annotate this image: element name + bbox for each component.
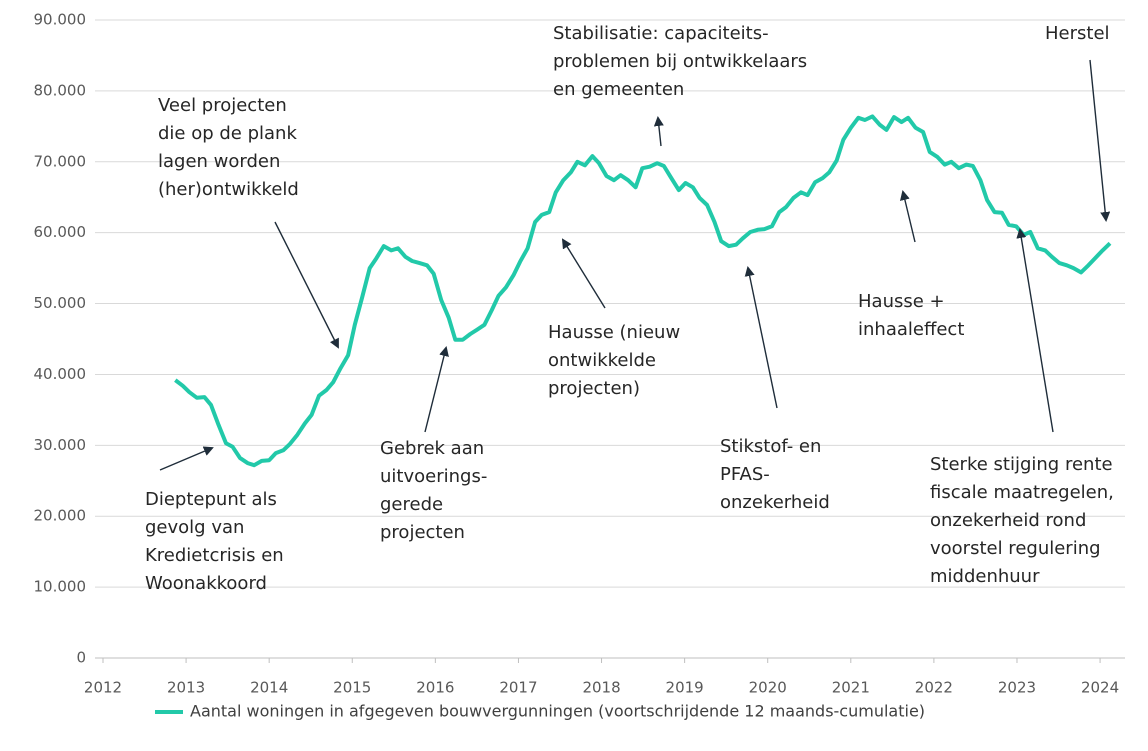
annotation: Hausse (nieuw bbox=[548, 322, 680, 343]
annotation: fiscale maatregelen, bbox=[930, 482, 1114, 503]
arrow bbox=[1016, 228, 1054, 433]
y-tick-label: 0 bbox=[76, 649, 86, 667]
data-line bbox=[174, 114, 1112, 468]
y-tick-label: 40.000 bbox=[34, 365, 87, 383]
annotation: projecten) bbox=[548, 378, 640, 399]
y-tick-label: 50.000 bbox=[34, 294, 87, 312]
x-tick-label: 2022 bbox=[915, 679, 953, 697]
annotation: ontwikkelde bbox=[548, 350, 656, 371]
annotation: gevolg van bbox=[145, 517, 244, 538]
annotation: Gebrek aan bbox=[380, 438, 484, 459]
annotation: gerede bbox=[380, 494, 443, 515]
annotation: die op de plank bbox=[158, 123, 297, 144]
arrow bbox=[900, 190, 916, 243]
legend-label: Aantal woningen in afgegeven bouwvergunn… bbox=[190, 702, 925, 721]
y-tick-label: 90.000 bbox=[34, 11, 87, 29]
annotation: Kredietcrisis en bbox=[145, 545, 284, 566]
annotation: uitvoerings- bbox=[380, 466, 487, 487]
x-tick-label: 2019 bbox=[666, 679, 704, 697]
arrow bbox=[424, 346, 449, 433]
x-tick-label: 2021 bbox=[832, 679, 870, 697]
annotation: Herstel bbox=[1045, 23, 1110, 44]
x-tick-label: 2015 bbox=[333, 679, 371, 697]
y-tick-label: 80.000 bbox=[34, 81, 87, 99]
annotation: onzekerheid rond bbox=[930, 510, 1086, 531]
annotation: Stabilisatie: capaciteits- bbox=[553, 23, 769, 44]
x-tick-label: 2013 bbox=[167, 679, 205, 697]
annotation: Hausse + bbox=[858, 291, 945, 312]
arrow bbox=[561, 238, 606, 309]
x-tick-label: 2017 bbox=[499, 679, 537, 697]
x-tick-label: 2012 bbox=[84, 679, 122, 697]
plot: 0 10.000 20.000 30.000 40.000 50.000 60.000 70.… bbox=[34, 11, 1125, 721]
annotation: Veel projecten bbox=[158, 95, 287, 116]
annotation: PFAS- bbox=[720, 464, 770, 485]
annotation: middenhuur bbox=[930, 566, 1040, 587]
annotation: (her)ontwikkeld bbox=[158, 179, 299, 200]
y-tick-label: 60.000 bbox=[34, 223, 87, 241]
arrow bbox=[274, 221, 339, 349]
arrow bbox=[1089, 59, 1111, 222]
annotation: projecten bbox=[380, 522, 465, 543]
annotation: Stikstof- en bbox=[720, 436, 821, 457]
annotation: Sterke stijging rente bbox=[930, 454, 1113, 475]
arrow bbox=[159, 446, 214, 471]
annotation: lagen worden bbox=[158, 151, 280, 172]
x-tick-label: 2016 bbox=[416, 679, 454, 697]
y-tick-label: 20.000 bbox=[34, 507, 87, 525]
annotation: en gemeenten bbox=[553, 79, 684, 100]
arrow bbox=[744, 266, 778, 409]
annotation: problemen bij ontwikkelaars bbox=[553, 51, 807, 72]
annotation: voorstel regulering bbox=[930, 538, 1101, 559]
y-tick-label: 70.000 bbox=[34, 152, 87, 170]
annotation: Woonakkoord bbox=[145, 573, 267, 594]
x-tick-label: 2024 bbox=[1081, 679, 1119, 697]
y-tick-label: 30.000 bbox=[34, 436, 87, 454]
annotation: Dieptepunt als bbox=[145, 489, 277, 510]
arrow bbox=[653, 116, 664, 147]
annotation: onzekerheid bbox=[720, 492, 830, 513]
x-tick-label: 2018 bbox=[582, 679, 620, 697]
x-tick-label: 2020 bbox=[749, 679, 787, 697]
x-tick-label: 2023 bbox=[998, 679, 1036, 697]
arrows bbox=[159, 59, 1111, 471]
y-tick-label: 10.000 bbox=[34, 578, 87, 596]
annotation: inhaaleffect bbox=[858, 319, 964, 340]
x-tick-label: 2014 bbox=[250, 679, 288, 697]
